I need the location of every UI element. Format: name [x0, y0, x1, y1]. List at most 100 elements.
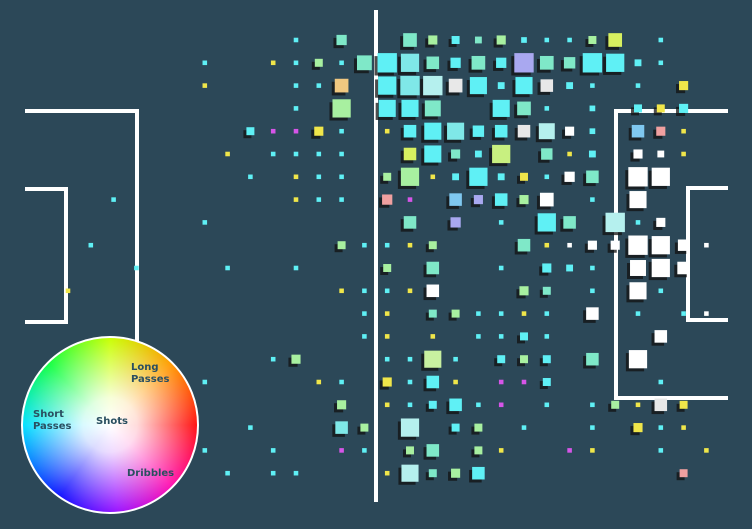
cell	[521, 311, 527, 316]
cell	[544, 311, 550, 316]
cell	[474, 446, 483, 455]
cell	[362, 448, 367, 453]
cell	[362, 242, 367, 248]
cell	[339, 151, 344, 157]
cell	[403, 147, 417, 161]
cell	[270, 60, 276, 66]
cell	[382, 194, 393, 205]
cell	[291, 354, 301, 364]
cell	[633, 149, 643, 159]
cell	[658, 448, 664, 453]
cell	[378, 76, 397, 95]
cell	[515, 77, 533, 95]
right-penalty-box	[614, 109, 728, 400]
cell	[88, 242, 94, 248]
cell	[339, 197, 344, 202]
cell	[134, 265, 139, 271]
cell	[428, 400, 437, 409]
cell	[590, 197, 595, 202]
cell	[517, 124, 531, 138]
cell	[629, 282, 647, 300]
cell	[451, 36, 460, 44]
cell	[384, 128, 390, 134]
cell	[293, 37, 299, 43]
cell	[704, 242, 709, 248]
cell	[610, 240, 620, 250]
cell	[384, 356, 390, 362]
cell	[633, 423, 643, 433]
cell	[586, 307, 599, 320]
cell	[472, 125, 485, 137]
cell	[520, 355, 528, 364]
cell	[679, 400, 688, 409]
cell	[453, 379, 458, 385]
cell	[362, 334, 367, 339]
cell	[677, 261, 690, 275]
cell	[588, 150, 596, 158]
cell	[336, 34, 347, 46]
cell	[590, 448, 595, 453]
cell	[563, 216, 576, 229]
cell	[248, 425, 253, 430]
cell	[634, 59, 642, 67]
cell	[497, 355, 506, 364]
cell	[384, 288, 390, 294]
cell	[474, 423, 483, 432]
cell	[383, 172, 392, 181]
cell	[225, 265, 230, 271]
cell	[426, 375, 440, 389]
right-goal-area	[686, 186, 728, 322]
cell	[428, 241, 437, 250]
cell	[492, 144, 511, 164]
cell	[628, 235, 648, 255]
cell	[293, 197, 299, 202]
cell	[651, 167, 670, 186]
cell	[566, 82, 574, 90]
cell	[498, 402, 504, 408]
cell	[635, 311, 641, 316]
cell	[520, 332, 528, 341]
cell	[608, 33, 623, 47]
cell	[270, 128, 276, 134]
cell	[473, 195, 483, 205]
cell	[542, 378, 551, 386]
cell	[360, 423, 369, 432]
cell	[496, 35, 506, 45]
cell	[451, 149, 461, 159]
cell	[469, 77, 487, 95]
cell	[356, 55, 372, 71]
cell	[332, 99, 351, 118]
cell	[407, 379, 413, 385]
cell	[407, 242, 413, 248]
cell	[498, 220, 504, 225]
cell	[587, 240, 597, 250]
cell	[293, 470, 299, 476]
cell	[384, 470, 390, 476]
cell	[377, 53, 397, 73]
cell	[563, 57, 576, 69]
cell	[586, 352, 599, 366]
cell	[567, 151, 572, 157]
cell	[656, 126, 666, 136]
cell	[293, 128, 299, 134]
cell	[629, 191, 647, 209]
cell	[428, 309, 437, 318]
cell	[544, 106, 550, 111]
cell	[403, 33, 417, 47]
cell	[384, 242, 390, 248]
cells	[65, 33, 709, 485]
cell	[314, 126, 324, 136]
cell	[407, 356, 413, 362]
cell	[496, 57, 507, 68]
legend-label: Shots	[96, 416, 128, 427]
cell	[471, 55, 486, 70]
cell	[582, 53, 603, 73]
cell	[293, 60, 299, 66]
cell	[544, 174, 550, 180]
cell	[517, 101, 531, 116]
cell	[540, 79, 554, 92]
cell	[316, 151, 322, 157]
cell	[541, 148, 553, 160]
cell	[339, 288, 344, 294]
cell	[383, 264, 392, 272]
